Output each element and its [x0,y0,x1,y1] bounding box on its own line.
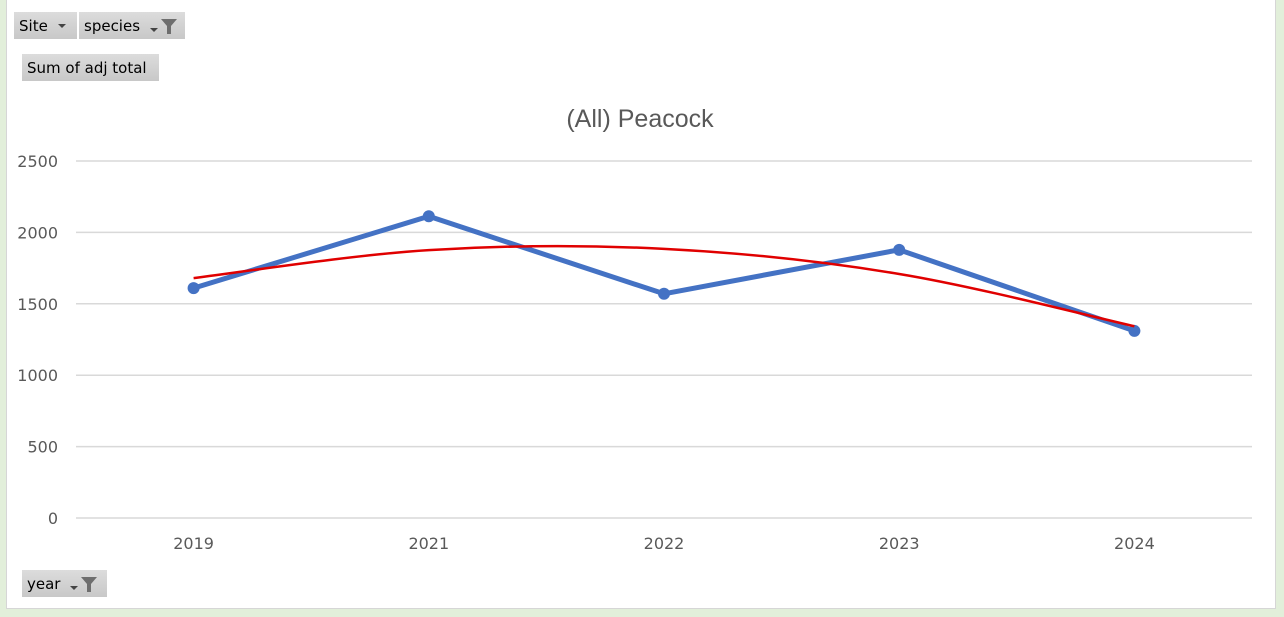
y-tick-label: 2000 [17,223,58,242]
x-tick-label: 2024 [1114,534,1155,553]
y-tick-label: 1000 [17,366,58,385]
year-field-label: year [27,574,61,593]
dropdown-arrow-icon [150,27,159,32]
x-tick-label: 2021 [408,534,449,553]
trendline [193,244,1135,328]
x-tick-label: 2022 [644,534,685,553]
species-filter-label: species [84,16,141,35]
species-filter-button[interactable]: species [79,12,185,39]
value-field-label: Sum of adj total [27,58,147,77]
filter-funnel-icon [161,18,178,34]
y-tick-label: 2500 [17,152,58,171]
site-filter-label: Site [19,16,48,35]
dropdown-arrow-icon [70,585,79,590]
data-point [1128,324,1141,337]
data-series-line [192,213,1136,334]
value-field-button[interactable]: Sum of adj total [22,54,159,81]
y-tick-label: 1500 [17,295,58,314]
x-tick-label: 2023 [879,534,920,553]
x-tick-label: 2019 [173,534,214,553]
y-tick-label: 0 [48,509,58,528]
data-point [187,282,200,295]
y-tick-label: 500 [27,438,58,457]
site-filter-button[interactable]: Site [14,12,77,39]
filter-funnel-icon [81,576,98,592]
year-axis-field-button[interactable]: year [22,570,107,597]
data-point [422,210,435,223]
dropdown-arrow-icon [57,23,66,28]
data-point [658,287,670,300]
data-point [893,243,906,256]
chart-title: (All) Peacock [566,105,714,133]
